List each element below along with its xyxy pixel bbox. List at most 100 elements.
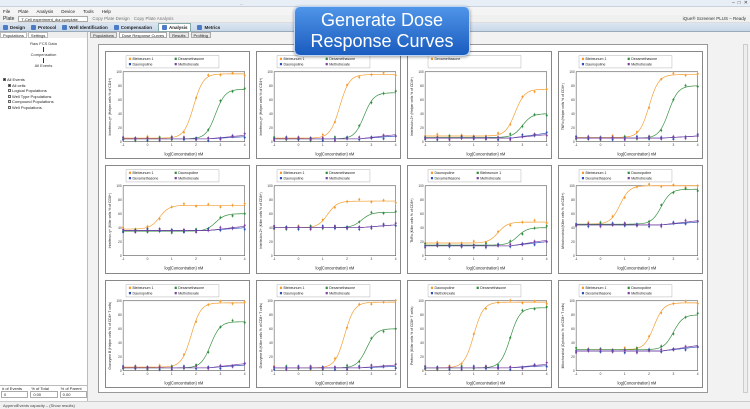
dose-response-chart[interactable]: Blebeunum 1 Dexamethasone Daunopoline Metho… [558,51,703,160]
data-point [394,366,397,369]
tree-item-logical[interactable]: Logical Populations [3,88,87,94]
dose-response-chart[interactable]: Blebeunum 1 Dexamethasone Daunopoline Metho… [256,51,401,160]
stats-header: # of Events % of Total % of Parent [0,386,88,391]
data-point [472,135,475,138]
data-point [484,307,487,310]
data-point [122,136,125,139]
tab-analysis[interactable]: Analysis [157,22,192,32]
tab-populations[interactable]: Populations [0,32,27,38]
dose-response-chart[interactable]: Blebeunum 1 Dexamethasone Daunopoline Metho… [105,51,250,160]
expand-icon[interactable] [8,100,11,104]
tree-item-well-type[interactable]: Well Type Populations [3,94,87,100]
tab-design[interactable]: Design [3,24,26,30]
tree-item-all-events[interactable]: All Events [3,77,87,83]
data-point [382,330,385,333]
plate-file-field[interactable]: T-Cell experiment_dur.iqueplate [18,15,89,22]
tab-label: Design [10,24,26,30]
x-tick-label: 1 [624,143,626,147]
flow-compensation[interactable]: Compensation [30,52,57,57]
dose-response-chart[interactable]: Blebeunum 1 Dexamethasone Daunopoline Metho… [256,279,401,388]
data-point [472,366,475,369]
dose-response-chart[interactable]: Blebeunum 1 Daunopoline Dexamethasone Metho… [105,165,250,274]
tab-well-identification[interactable]: Well Identification [62,24,108,30]
data-point [599,221,602,224]
y-tick-label: 100 [418,184,423,188]
data-point [358,228,361,231]
data-point [243,213,246,216]
x-tick-label: 2 [648,257,650,261]
tree-item-all-cells[interactable]: All cells [3,83,87,89]
tree-item-compound[interactable]: Compound Populations [3,99,87,105]
data-point [460,245,463,249]
tab-metrics[interactable]: Metrics [197,24,220,30]
data-point [696,185,699,188]
x-tick-label: 1 [473,372,475,376]
legend-swatch [430,286,434,289]
x-tick-label: 0 [449,143,451,147]
y-tick-label: 20 [420,240,424,244]
main-panel: Populations Dose Response Curves Results… [88,32,750,401]
data-point [672,72,675,75]
copy-design-link[interactable]: Copy Plate Design [92,16,130,21]
x-tick-label: 0 [600,257,602,261]
data-point [533,113,536,116]
dose-response-chart[interactable]: Blebeunum 1 Daunopoline Dexamethasone Metho… [558,165,703,274]
menu-device[interactable]: Device [61,8,76,14]
legend-swatch [581,172,585,175]
menu-plate[interactable]: Plate [18,8,29,14]
data-point [436,133,439,136]
tree-item-well[interactable]: Well Populations [3,105,87,111]
dose-response-chart[interactable]: Blebeunum 1 Dexamethasone Daunopoline Metho… [256,165,401,274]
x-tick-label: 0 [147,143,149,147]
legend-swatch [627,172,630,175]
subtab-populations[interactable]: Populations [90,32,117,38]
subtab-dose-response[interactable]: Dose Response Curves [118,32,168,38]
copy-analysis-link[interactable]: Copy Plate Analysis [133,16,174,21]
data-point [545,225,548,228]
data-point [672,191,675,195]
data-point [696,85,699,88]
tab-compensation[interactable]: Compensation [113,24,152,30]
menu-file[interactable]: File [3,8,11,14]
dose-response-chart[interactable]: Dexamethasone 0 20 40 60 80 100 -1 0 1 2 3 4 log(Conc… [407,51,552,160]
tab-settings[interactable]: Settings [27,32,49,38]
vertical-scrollbar[interactable] [743,44,748,393]
flow-raw-data[interactable]: Raw FCS Data [30,41,57,46]
dose-response-chart[interactable]: Daunopoline Dexamethasone Methotrexate 0 20 4… [407,279,552,388]
data-point [297,228,300,231]
data-point [382,225,385,228]
legend-swatch [581,177,585,180]
y-tick-label: 80 [571,198,575,202]
legend-entry: Daunopoline [283,62,303,66]
menu-analysis[interactable]: Analysis [36,8,54,14]
menu-help[interactable]: Help [101,8,111,14]
data-point [684,315,687,319]
tab-protocol[interactable]: Protocol [31,24,56,30]
expand-icon[interactable] [8,105,11,109]
dose-response-chart[interactable]: Blebeunum 1 Daunopoline Dexamethasone Metho… [558,279,703,388]
dose-response-chart[interactable]: Daunopoline Blebeunum 1 Dexamethasone Metho… [407,165,552,274]
data-point [146,229,149,232]
data-point [509,243,512,246]
y-tick-label: 0 [573,254,575,258]
x-tick-label: 3 [522,372,524,376]
data-point [370,336,373,339]
data-point [684,187,687,191]
x-tick-label: 4 [697,372,699,376]
subtab-results[interactable]: Results [169,32,189,38]
expand-icon[interactable] [8,89,11,93]
subtab-profiling[interactable]: Profiling [190,32,211,38]
plot-frame [424,300,547,371]
flow-all-events[interactable]: All Events [34,63,53,68]
menu-tools[interactable]: Tools [83,8,94,14]
dose-response-chart[interactable]: Blebeunum 1 Dexamethasone Daunopoline Metho… [105,279,250,388]
maximize-button[interactable]: □ [737,0,741,6]
legend-entry: Dexamethasone [480,286,506,290]
data-point [497,367,500,370]
legend-box [427,55,522,69]
minimize-button[interactable]: – [731,0,735,6]
expand-icon[interactable] [8,94,11,98]
data-point [696,345,699,348]
y-tick-label: 100 [418,298,423,302]
close-button[interactable]: ✕ [743,0,748,6]
